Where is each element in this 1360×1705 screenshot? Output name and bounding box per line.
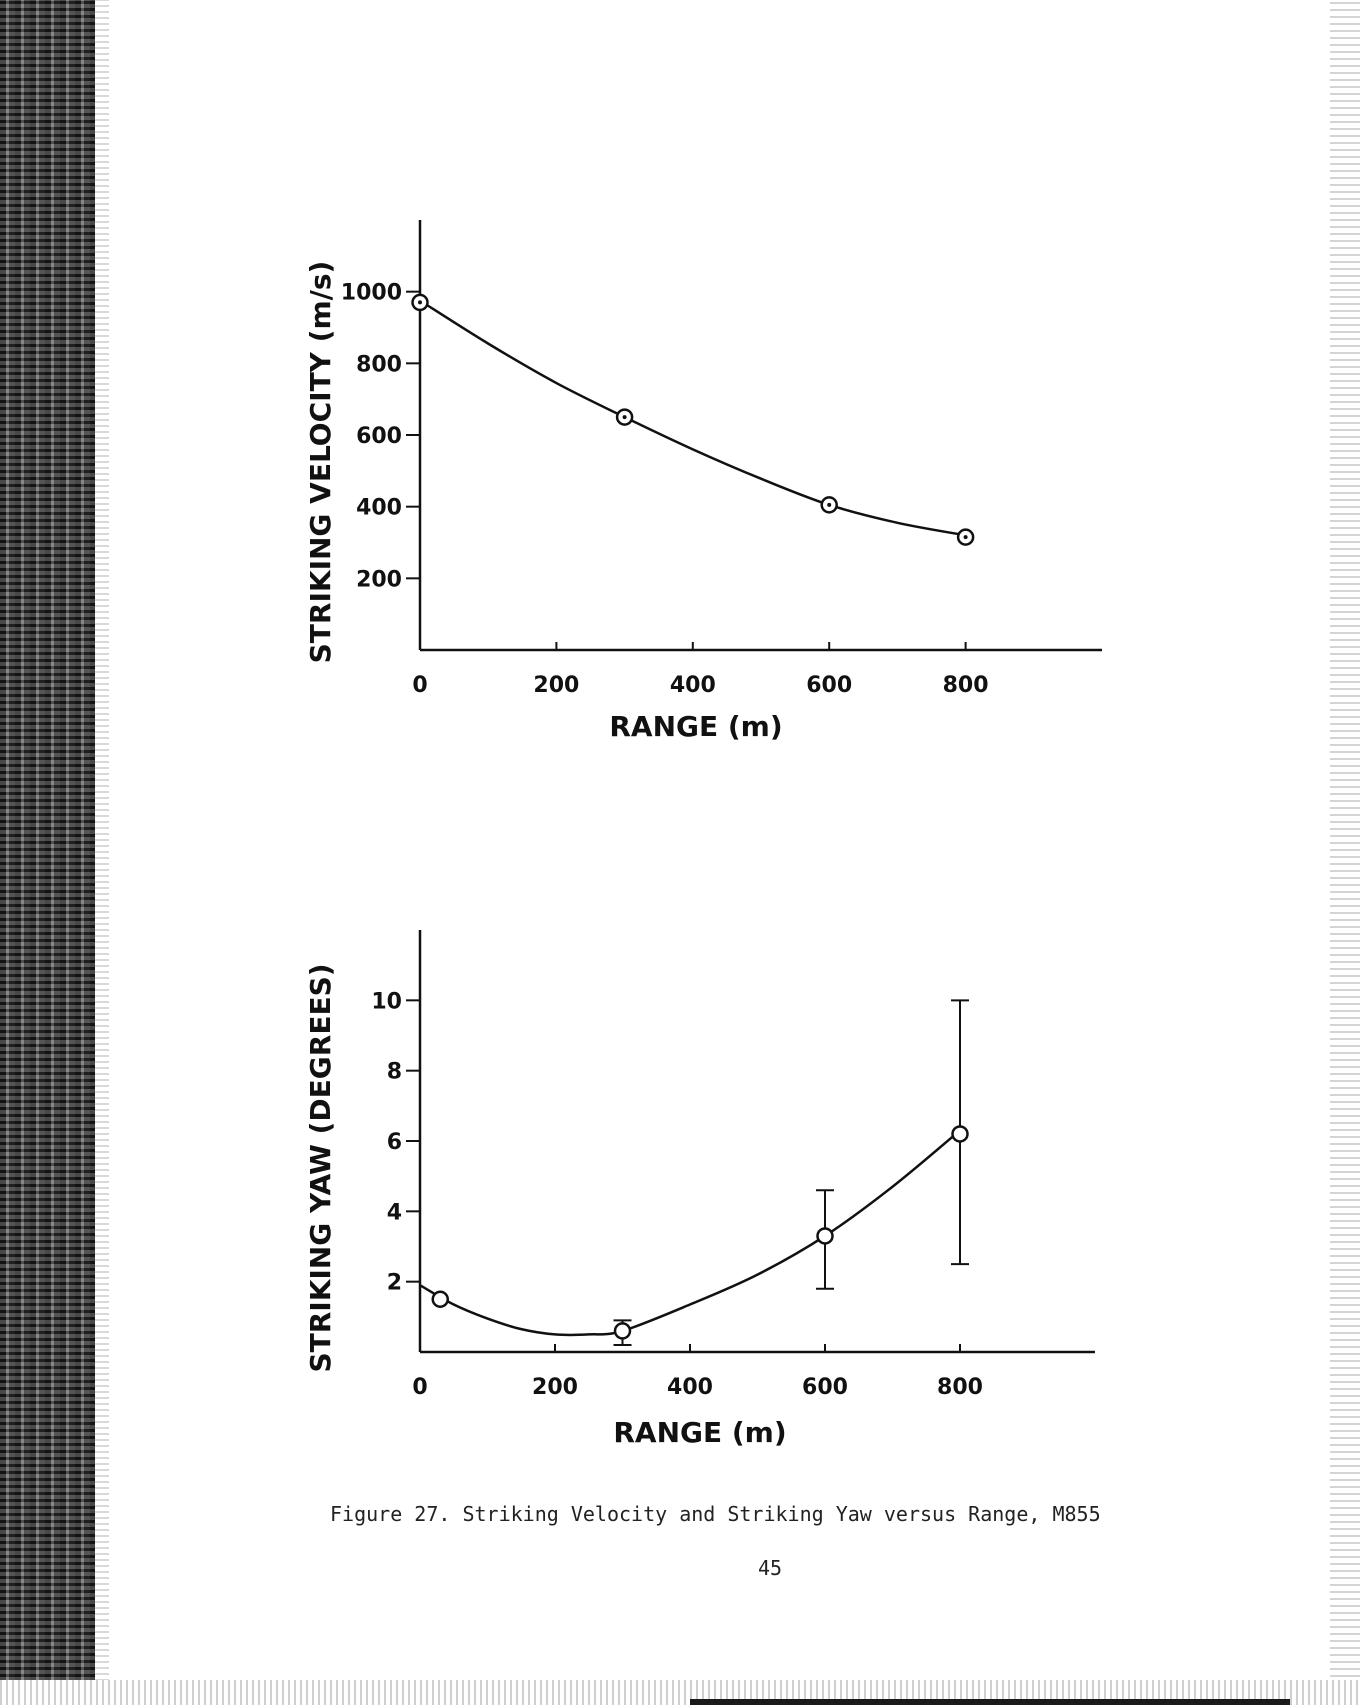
scan-right-edge [1330, 0, 1360, 1705]
yaw-fit-curve [419, 1129, 961, 1337]
velocity-x-tick-label: 400 [670, 673, 716, 698]
yaw-y-tick-label: 10 [371, 989, 402, 1014]
velocity-x-tick-label: 800 [943, 673, 989, 698]
yaw-y-tick-label: 6 [387, 1130, 402, 1155]
velocity-data-point-dot [827, 502, 832, 507]
yaw-data-point [816, 1227, 834, 1245]
velocity-x-axis-title: RANGE (m) [609, 710, 782, 743]
yaw-x-tick-label: 0 [412, 1375, 427, 1400]
page-number: 45 [757, 1556, 783, 1580]
scan-binding-edge [0, 0, 95, 1705]
yaw-data-point [951, 1125, 969, 1143]
yaw-x-axis-title: RANGE (m) [613, 1416, 786, 1449]
yaw-data-point [431, 1290, 449, 1308]
velocity-x-tick-label: 0 [412, 673, 427, 698]
yaw-x-tick-label: 200 [532, 1375, 578, 1400]
velocity-y-tick-label: 200 [356, 567, 402, 592]
yaw-x-tick-label: 600 [802, 1375, 848, 1400]
yaw-data-point [613, 1322, 632, 1340]
velocity-x-tick-label: 600 [806, 673, 852, 698]
velocity-data-point-dot [418, 300, 422, 305]
velocity-fit-curve [419, 299, 966, 537]
scan-edge-noise [95, 0, 109, 1705]
velocity-y-tick-label: 800 [356, 352, 402, 377]
velocity-data-point-dot [622, 415, 627, 420]
velocity-y-axis-title: STRIKING VELOCITY (m/s) [304, 261, 337, 664]
velocity-y-tick-label: 400 [356, 496, 402, 521]
scan-bottom-bar [690, 1699, 1290, 1705]
velocity-data-point-dot [963, 535, 968, 540]
figure-caption: Figure 27. Striking Velocity and Strikin… [330, 1502, 1101, 1526]
yaw-y-axis-title: STRIKING YAW (DEGREES) [304, 963, 337, 1372]
yaw-x-tick-label: 800 [937, 1375, 983, 1400]
yaw-x-tick-label: 400 [667, 1375, 713, 1400]
velocity-y-tick-label: 600 [356, 424, 402, 449]
yaw-y-tick-label: 8 [387, 1060, 402, 1085]
yaw-y-tick-label: 4 [387, 1200, 402, 1225]
velocity-x-tick-label: 200 [533, 673, 579, 698]
yaw-y-tick-label: 2 [387, 1271, 402, 1296]
velocity-y-tick-label: 1000 [341, 281, 402, 306]
